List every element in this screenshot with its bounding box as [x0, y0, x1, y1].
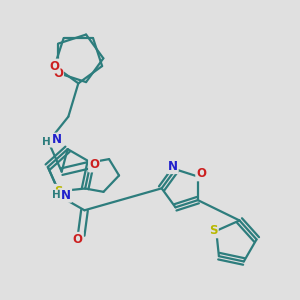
Text: O: O — [50, 60, 60, 73]
Text: O: O — [73, 233, 83, 246]
Text: O: O — [53, 67, 63, 80]
Text: H: H — [42, 137, 51, 147]
Text: O: O — [196, 167, 206, 180]
Text: S: S — [209, 224, 218, 237]
Text: S: S — [54, 185, 63, 198]
Text: N: N — [52, 134, 62, 146]
Text: O: O — [89, 158, 99, 172]
Text: N: N — [61, 189, 71, 202]
Text: N: N — [168, 160, 178, 173]
Text: H: H — [52, 190, 61, 200]
